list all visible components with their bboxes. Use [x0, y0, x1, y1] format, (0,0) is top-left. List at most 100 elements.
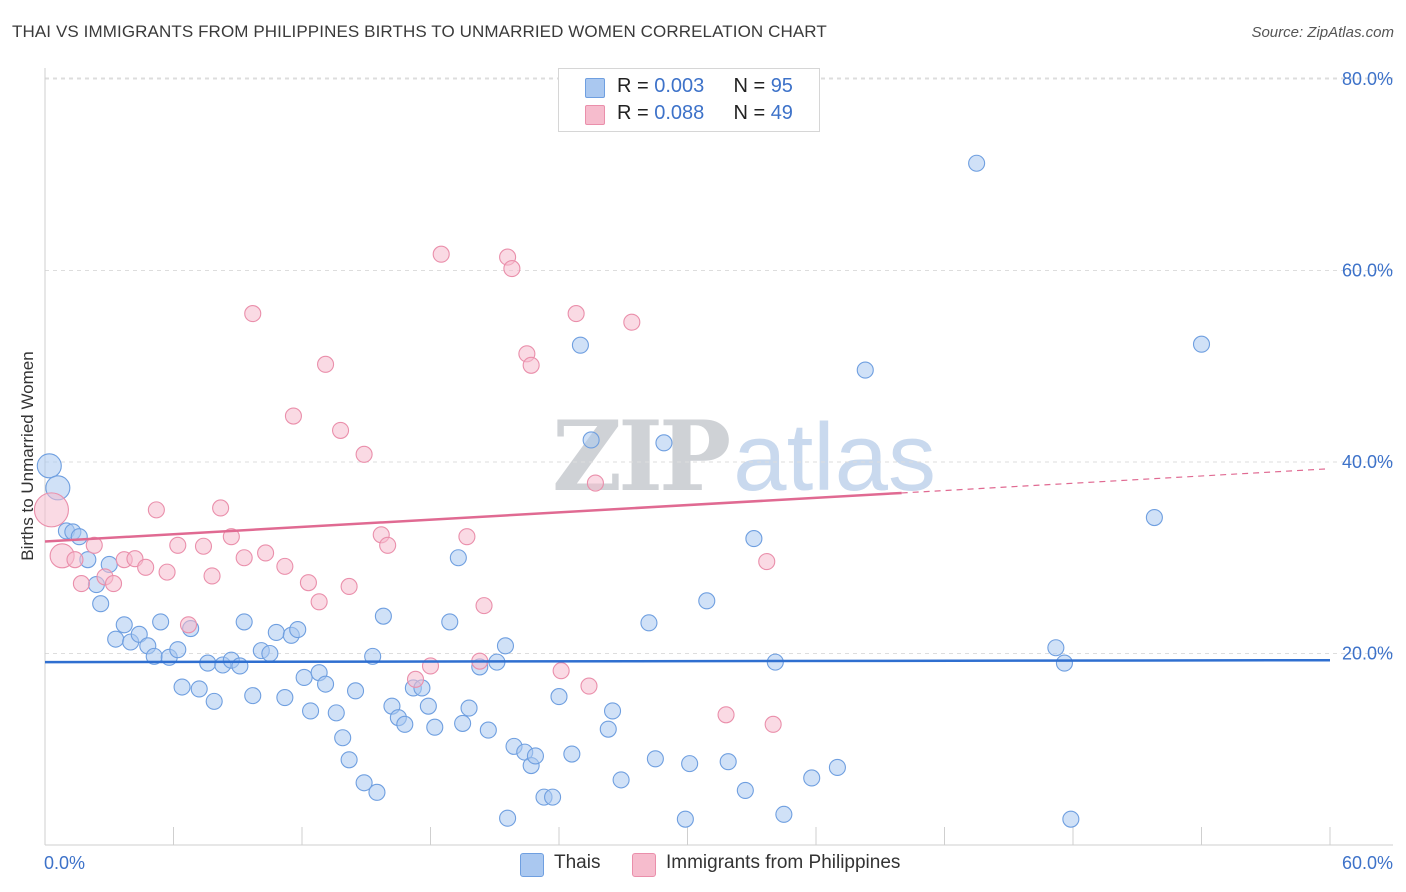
thais-point	[169, 641, 187, 659]
thais-point	[205, 692, 223, 710]
thais-point	[374, 607, 392, 625]
philippines-point	[235, 549, 253, 567]
thais-point	[571, 336, 589, 354]
thais-point	[276, 688, 294, 707]
philippines-point	[169, 536, 187, 554]
thais-point	[173, 678, 191, 696]
philippines-point	[137, 558, 155, 576]
thais-point	[1192, 335, 1211, 353]
philippines-point	[203, 567, 221, 585]
thais-point	[803, 769, 821, 787]
thais-point	[775, 805, 793, 823]
philippines-trend-extension	[901, 468, 1331, 494]
thais-point	[396, 715, 414, 733]
legend-r-value: 0.088	[654, 102, 705, 124]
thais-point	[107, 630, 125, 648]
legend-n-value: 95	[770, 75, 793, 97]
thais-point	[70, 528, 88, 546]
grid-lines	[45, 77, 1393, 654]
thais-point	[676, 810, 694, 828]
thais-point	[1145, 508, 1163, 527]
legend-n-label: N =	[733, 102, 771, 124]
thais-point	[1062, 810, 1080, 828]
philippines-point	[66, 551, 84, 569]
philippines-point	[458, 528, 476, 546]
philippines-point	[194, 537, 213, 555]
thais-point	[267, 623, 285, 641]
philippines-point	[212, 499, 230, 517]
philippines-point	[758, 553, 776, 571]
philippines-point	[717, 706, 735, 724]
axes	[44, 68, 1393, 846]
x-tick-label: 60.0%	[1342, 853, 1393, 873]
philippines-point	[85, 536, 103, 554]
philippines-point	[72, 575, 90, 593]
thais-point	[1055, 654, 1073, 672]
philippines-point	[257, 544, 275, 562]
thais-point	[152, 613, 170, 631]
thais-point	[368, 783, 386, 801]
philippines-point	[222, 528, 240, 546]
thais-point	[655, 434, 673, 452]
thais-point	[231, 657, 249, 675]
philippines-point	[179, 616, 198, 634]
thais-point	[289, 621, 307, 639]
legend-swatch-thais	[520, 853, 544, 877]
philippines-point	[552, 662, 570, 680]
thais-point	[479, 721, 497, 739]
thais-point	[36, 453, 62, 479]
thais-point	[261, 644, 279, 663]
philippines-point	[276, 557, 294, 575]
philippines-point	[355, 445, 373, 463]
philippines-point	[586, 474, 604, 492]
philippines-point	[567, 305, 585, 323]
thais-point	[968, 154, 986, 172]
thais-point	[745, 530, 763, 548]
thais-point	[419, 697, 437, 715]
thais-point	[235, 613, 253, 631]
philippines-point	[147, 501, 165, 519]
y-axis-label: Births to Unmarried Women	[18, 351, 37, 561]
x-tick-label: 0.0%	[44, 853, 85, 873]
thais-point	[499, 809, 517, 827]
thais-point	[334, 729, 352, 747]
thais-point	[244, 687, 262, 705]
thais-point	[550, 688, 568, 706]
philippines-point	[623, 313, 641, 331]
thais-point	[92, 595, 110, 613]
thais-point	[1047, 639, 1065, 657]
trend-lines	[44, 468, 1331, 664]
thais-point	[681, 755, 699, 773]
watermark: ZIPatlas	[552, 400, 936, 513]
philippines-point	[340, 577, 358, 596]
thais-point	[612, 771, 630, 789]
watermark-zip: ZIP	[552, 400, 731, 513]
thais-point	[496, 637, 515, 655]
philippines-point	[522, 356, 540, 374]
legend-r-value: 0.003	[654, 75, 705, 97]
thais-point	[563, 745, 581, 763]
chart-title: THAI VS IMMIGRANTS FROM PHILIPPINES BIRT…	[12, 22, 827, 41]
stats-legend: R = 0.003 N = 95 R = 0.088 N = 49	[558, 68, 820, 132]
thais-point	[295, 668, 313, 686]
thais-trend-line	[44, 658, 1331, 664]
legend-r-label: R =	[617, 75, 655, 97]
philippines-point	[503, 260, 521, 278]
philippines-point	[764, 715, 782, 733]
legend-r-label: R =	[617, 102, 655, 124]
thais-point	[355, 774, 373, 792]
philippines-point	[310, 593, 328, 611]
legend-swatch-blue	[585, 78, 605, 98]
thais-point	[340, 751, 358, 769]
thais-point	[646, 750, 664, 768]
philippines-point	[284, 407, 302, 425]
legend-label-philippines: Immigrants from Philippines	[666, 852, 901, 873]
philippines-point	[299, 574, 317, 592]
philippines-point	[406, 670, 425, 688]
thais-point	[719, 753, 737, 771]
y-tick-label: 80.0%	[1342, 69, 1393, 89]
y-tick-label: 20.0%	[1342, 644, 1393, 664]
philippines-point	[432, 245, 450, 263]
thais-point	[346, 682, 365, 700]
